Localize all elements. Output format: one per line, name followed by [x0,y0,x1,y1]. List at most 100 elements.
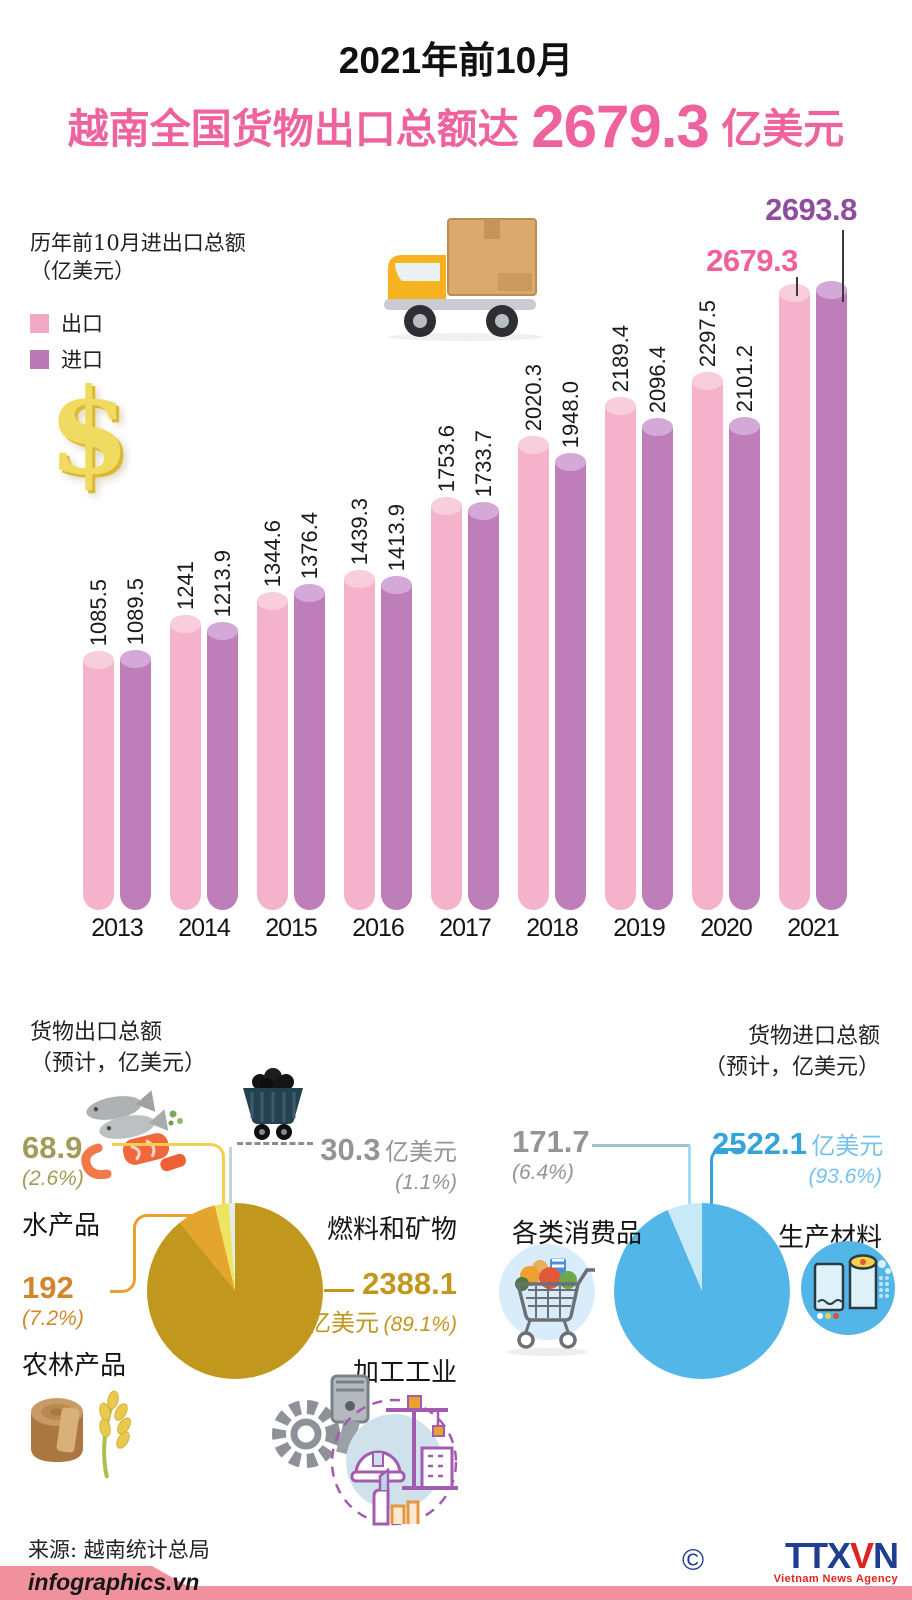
processing-pct: (89.1%) [383,1313,457,1336]
ttxvn-logo-n: N [873,1535,899,1576]
bar-top-ellipse [555,453,586,471]
export-breakdown-title-line1: 货物出口总额 [30,1020,163,1045]
footer-strip [0,1586,912,1600]
bar-import-2015 [294,584,325,910]
fuel-pct: (1.1%) [395,1171,457,1194]
export-breakdown-title: 货物出口总额 （预计，亿美元） [30,1018,330,1080]
legend-export: 出口 [30,308,103,338]
legend-export-label: 出口 [61,312,103,336]
callout-processing: 2388.1 亿美元 (89.1%) 加工工业 [305,1268,457,1389]
callout-fuel: 30.3 亿美元 (1.1%) 燃料和矿物 [305,1132,457,1246]
agri-leader-line-b [110,1252,136,1293]
bar-value-label: 1344.6 [259,519,285,587]
bar-value-label: 1753.6 [433,424,459,492]
date-line: 2021年前10月 [338,40,574,81]
callout-agriculture: 192 (7.2%) 农林产品 [22,1272,142,1382]
bar-top-ellipse [207,622,238,640]
bar-import-2014 [207,622,238,910]
ttxvn-logo-v: V [849,1535,874,1576]
xaxis-year-2017: 2017 [439,914,492,942]
bar-value-label: 1376.4 [296,511,322,579]
shopping-cart-icon [499,1244,595,1356]
ttxvn-logo: TTXVN Vietnam News Agency [718,1538,899,1586]
bar-import-2019 [642,418,673,910]
fuel-leader-dashed [237,1142,313,1145]
bar-top-ellipse [431,497,462,515]
bar-value-label: 2020.3 [520,363,546,431]
consumer-leader-line-h [592,1144,690,1147]
site-link[interactable]: infographics.vn [28,1569,200,1595]
agriculture-label: 农林产品 [22,1351,127,1381]
aquatic-value: 68.9 [22,1130,83,1165]
bar-export-2018 [518,436,549,910]
bar-value-label: 1085.5 [85,578,111,646]
xaxis-year-2016: 2016 [352,914,405,942]
callout-production-materials: 2522.1 亿美元 (93.6%) 生产材料 [712,1126,883,1254]
legend-import-swatch [30,349,49,369]
source-note: 来源: 越南统计总局 [28,1538,210,1562]
bar-top-ellipse [692,372,723,390]
page-title: 越南全国货物出口总额达 2679.3 亿美元 [0,92,912,161]
bar-export-2016 [344,570,375,910]
fuel-unit: 亿美元 [385,1138,457,1166]
consumer-goods-label: 各类消费品 [512,1219,643,1249]
callout-aquatic: 68.9 (2.6%) 水产品 [22,1132,132,1242]
bar-top-ellipse [120,650,151,668]
bar-value-label: 1948.0 [557,380,583,448]
bar-value-label: 1089.5 [122,577,148,645]
import-breakdown-title-line1: 货物进口总额 [747,1024,880,1049]
bar-top-ellipse [381,576,412,594]
bar-import-2016 [381,576,412,910]
agriculture-value: 192 [22,1270,74,1305]
seafood-icon [81,1090,186,1180]
bar-import-2013 [120,650,151,910]
import-2021-leader-line [842,230,844,302]
copyright-icon: © [682,1544,705,1577]
bar-import-2020 [729,417,760,910]
bar-top-ellipse [816,281,847,299]
import-breakdown-title: 货物进口总额 （预计，亿美元） [580,1022,880,1084]
bar-value-label-wrap: 1753.6 [431,362,462,492]
delivery-truck-icon [384,218,544,341]
bar-top-ellipse [468,502,499,520]
processing-leader-line [324,1289,354,1292]
bar-value-label: 2297.5 [694,299,720,367]
bar-top-ellipse [83,651,114,669]
bar-top-ellipse [729,417,760,435]
fuel-leader-line [229,1147,232,1207]
bar-value-label-wrap: 2101.2 [729,282,760,412]
agri-leader-line-a [133,1214,200,1261]
xaxis-year-2019: 2019 [613,914,666,942]
materials-leader-line [710,1148,743,1207]
bar-value-label-wrap: 1413.9 [381,441,412,571]
bar-export-2020 [692,372,723,910]
xaxis-year-2021: 2021 [787,914,840,942]
bar-chart-title: 历年前10月进出口总额 （亿美元） [30,230,330,285]
xaxis-year-2015: 2015 [265,914,318,942]
bar-value-label: 1213.9 [209,549,235,617]
production-materials-pct: (93.6%) [808,1165,882,1188]
bar-export-2015 [257,592,288,910]
machinery-industry-icon [272,1374,458,1526]
bar-value-label-wrap: 1089.5 [120,515,151,645]
ttxvn-logo-ttx: TTX [784,1535,851,1576]
bar-top-ellipse [294,584,325,602]
bar-value-label: 1733.7 [470,429,496,497]
bar-import-2017 [468,502,499,910]
headline-value: 2679.3 [531,93,710,160]
bar-chart-title-line1: 历年前10月进出口总额 [30,231,246,255]
ttxvn-logo-text: TTXVN [718,1538,899,1574]
fuel-value: 30.3 [320,1132,381,1167]
bar-value-label: 1439.3 [346,497,372,565]
bar-value-label-wrap: 1085.5 [83,516,114,646]
bar-import-2018 [555,453,586,910]
aquatic-label: 水产品 [22,1211,101,1241]
bar-export-2019 [605,397,636,910]
legend-export-swatch [30,313,49,333]
bar-value-label-wrap: 1733.7 [468,367,499,497]
production-materials-value: 2522.1 [712,1126,807,1161]
bar-value-label: 2189.4 [607,324,633,392]
callout-consumer-goods: 171.7 (6.4%) 各类消费品 [512,1126,652,1250]
bar-value-label: 2101.2 [731,344,757,412]
bar-import-2021 [816,281,847,910]
